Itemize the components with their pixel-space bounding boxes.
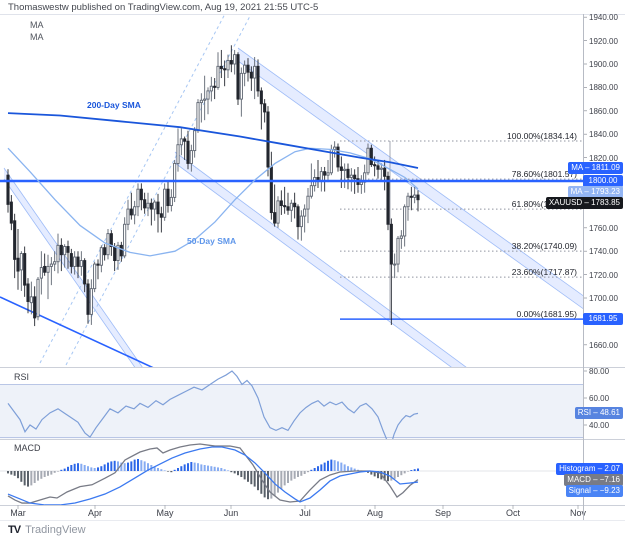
price-tick-1700: 1700.00 xyxy=(589,294,618,303)
axis-flag: RSI – 48.61 xyxy=(574,407,623,420)
axis-flag: 1681.95 xyxy=(583,313,623,326)
ma-legend-1: MA xyxy=(30,20,44,30)
month-label-jul[interactable]: Jul xyxy=(299,508,311,518)
axis-flag: MACD – −7.16 xyxy=(564,473,623,486)
pane-separator[interactable] xyxy=(0,439,625,440)
time-axis-line xyxy=(0,505,625,506)
price-tick-1660: 1660.00 xyxy=(589,340,618,350)
sma200-label: 200-Day SMA xyxy=(87,100,141,110)
ma-legend-2: MA xyxy=(30,32,44,42)
price-tick-1920: 1920.00 xyxy=(589,36,618,46)
macd-pane-label: MACD xyxy=(14,443,41,453)
axis-flag: XAUUSD – 1783.85 xyxy=(545,197,623,209)
chart-top-border xyxy=(0,14,625,15)
axis-flag: Signal – −9.23 xyxy=(565,484,623,497)
price-tick-1820: 1820.00 xyxy=(589,153,618,163)
price-tick-1740: 1740.00 xyxy=(589,247,618,257)
fib-label: 38.20%(1740.09) xyxy=(511,240,577,251)
publish-title: Thomaswestw published on TradingView.com… xyxy=(8,2,319,13)
month-label-nov[interactable]: Nov xyxy=(569,508,587,518)
footer-divider xyxy=(0,520,625,521)
price-tick-1880: 1880.00 xyxy=(589,83,618,93)
rsi-tick-60: 60.00 xyxy=(589,394,610,403)
rsi-pane-label: RSI xyxy=(14,372,30,382)
fib-label: 61.80%(1776.00) xyxy=(511,198,577,209)
month-label-mar[interactable]: Mar xyxy=(10,508,26,518)
fib-label: 78.60%(1801.57) xyxy=(511,168,577,179)
price-tick-1720: 1720.00 xyxy=(589,270,618,280)
price-tick-1760: 1760.00 xyxy=(589,223,618,233)
month-label-apr[interactable]: Apr xyxy=(87,508,103,518)
month-label-aug[interactable]: Aug xyxy=(366,508,384,518)
rsi-tick-40: 40.00 xyxy=(589,421,610,430)
price-tick-1840: 1840.00 xyxy=(589,130,618,140)
axis-flag: 1800.00 xyxy=(583,175,623,187)
axis-flag: MA – 1811.09 xyxy=(568,162,623,175)
month-label-may[interactable]: May xyxy=(156,508,174,518)
price-tick-1860: 1860.00 xyxy=(589,106,618,116)
price-tick-1900: 1900.00 xyxy=(589,60,618,69)
footer: TV TradingView xyxy=(8,524,86,536)
tradingview-brand[interactable]: TradingView xyxy=(25,524,86,536)
month-label-jun[interactable]: Jun xyxy=(223,508,239,518)
price-axis-border xyxy=(583,14,584,520)
fib-label: 23.60%(1717.87) xyxy=(511,266,577,277)
pane-separator[interactable] xyxy=(0,367,625,368)
fib-label: 0.00%(1681.95) xyxy=(516,308,578,319)
tradingview-logo-icon[interactable]: TV xyxy=(8,524,21,536)
sma50-label: 50-Day SMA xyxy=(187,236,237,246)
month-label-sep[interactable]: Sep xyxy=(434,508,452,518)
month-label-oct[interactable]: Oct xyxy=(505,508,521,518)
price-tick-1940: 1940.00 xyxy=(589,13,618,23)
fib-label: 100.00%(1834.14) xyxy=(507,130,577,141)
axis-flag: MA – 1793.23 xyxy=(567,186,623,198)
axis-flag: Histogram – 2.07 xyxy=(556,462,623,475)
rsi-tick-80: 80.00 xyxy=(589,367,610,376)
